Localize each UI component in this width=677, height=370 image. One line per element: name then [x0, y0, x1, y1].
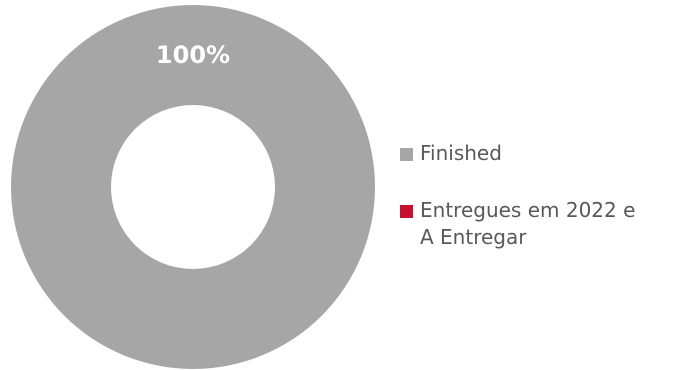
- legend-label: Entregues em 2022 e A Entregar: [420, 198, 636, 249]
- legend-item: Entregues em 2022 e A Entregar: [400, 197, 670, 251]
- legend-swatch: [400, 205, 413, 218]
- donut-slices: [11, 5, 375, 369]
- legend-item: Finished: [400, 140, 670, 167]
- legend-label: Finished: [420, 141, 502, 165]
- data-labels: 100%: [156, 41, 230, 69]
- chart-legend: Finished Entregues em 2022 e A Entregar: [400, 140, 670, 251]
- data-label: 100%: [156, 41, 230, 69]
- legend-swatch: [400, 148, 413, 161]
- donut-slice: [11, 5, 375, 369]
